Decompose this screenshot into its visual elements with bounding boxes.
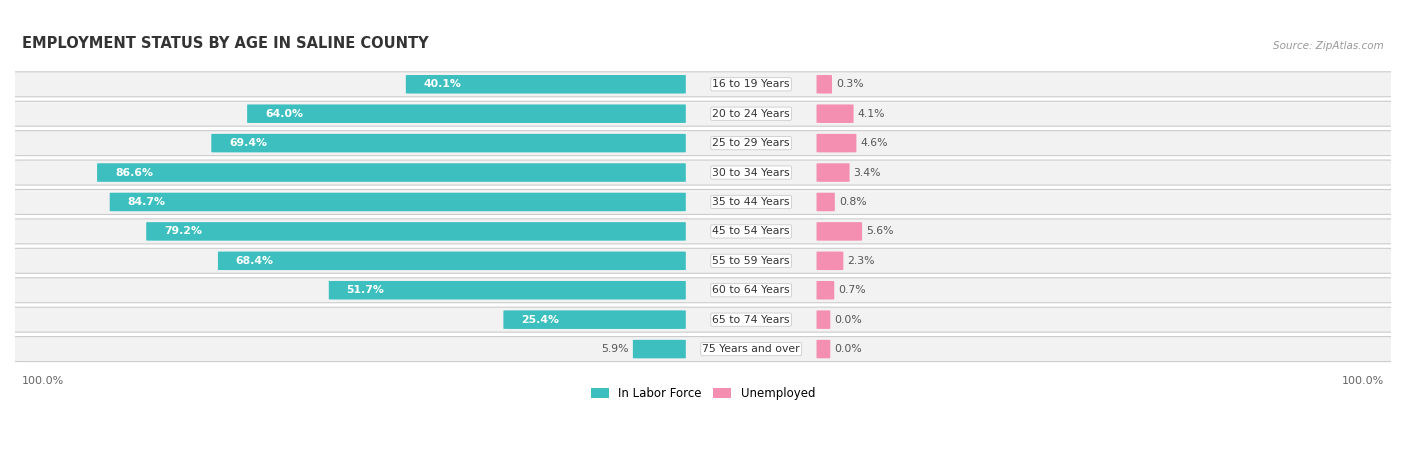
FancyBboxPatch shape: [1, 336, 1405, 362]
Text: 65 to 74 Years: 65 to 74 Years: [713, 315, 790, 325]
FancyBboxPatch shape: [817, 281, 834, 299]
FancyBboxPatch shape: [817, 193, 835, 211]
FancyBboxPatch shape: [817, 340, 831, 359]
Text: 64.0%: 64.0%: [264, 109, 304, 119]
Text: 68.4%: 68.4%: [236, 256, 274, 266]
Text: 100.0%: 100.0%: [22, 376, 65, 386]
FancyBboxPatch shape: [1, 307, 1405, 332]
Text: 5.9%: 5.9%: [602, 344, 628, 354]
FancyBboxPatch shape: [817, 134, 856, 152]
Text: 0.3%: 0.3%: [837, 79, 863, 89]
FancyBboxPatch shape: [1, 219, 1405, 244]
Text: 40.1%: 40.1%: [423, 79, 461, 89]
FancyBboxPatch shape: [247, 105, 686, 123]
FancyBboxPatch shape: [218, 252, 686, 270]
Text: 16 to 19 Years: 16 to 19 Years: [713, 79, 790, 89]
FancyBboxPatch shape: [1, 189, 1405, 215]
FancyBboxPatch shape: [1, 72, 1405, 97]
FancyBboxPatch shape: [110, 193, 686, 211]
FancyBboxPatch shape: [1, 249, 1405, 273]
Text: 3.4%: 3.4%: [853, 168, 882, 178]
Text: 25 to 29 Years: 25 to 29 Years: [713, 138, 790, 148]
Text: 75 Years and over: 75 Years and over: [703, 344, 800, 354]
FancyBboxPatch shape: [817, 252, 844, 270]
FancyBboxPatch shape: [817, 163, 849, 182]
FancyBboxPatch shape: [1, 160, 1405, 185]
Text: 0.7%: 0.7%: [838, 285, 866, 295]
Text: 84.7%: 84.7%: [128, 197, 166, 207]
Text: Source: ZipAtlas.com: Source: ZipAtlas.com: [1274, 41, 1384, 51]
Text: 86.6%: 86.6%: [115, 168, 153, 178]
FancyBboxPatch shape: [503, 310, 686, 329]
FancyBboxPatch shape: [817, 310, 831, 329]
Text: 30 to 34 Years: 30 to 34 Years: [713, 168, 790, 178]
Text: 4.6%: 4.6%: [860, 138, 889, 148]
Text: 2.3%: 2.3%: [848, 256, 875, 266]
FancyBboxPatch shape: [1, 131, 1405, 156]
Text: 0.8%: 0.8%: [839, 197, 866, 207]
FancyBboxPatch shape: [817, 105, 853, 123]
Text: 69.4%: 69.4%: [229, 138, 267, 148]
Text: 100.0%: 100.0%: [1341, 376, 1384, 386]
FancyBboxPatch shape: [1, 101, 1405, 126]
Text: 5.6%: 5.6%: [866, 226, 894, 236]
Text: 55 to 59 Years: 55 to 59 Years: [713, 256, 790, 266]
Text: EMPLOYMENT STATUS BY AGE IN SALINE COUNTY: EMPLOYMENT STATUS BY AGE IN SALINE COUNT…: [22, 37, 429, 51]
FancyBboxPatch shape: [97, 163, 686, 182]
FancyBboxPatch shape: [146, 222, 686, 241]
FancyBboxPatch shape: [633, 340, 686, 359]
Text: 25.4%: 25.4%: [522, 315, 560, 325]
Text: 79.2%: 79.2%: [165, 226, 202, 236]
Text: 20 to 24 Years: 20 to 24 Years: [713, 109, 790, 119]
Text: 0.0%: 0.0%: [834, 315, 862, 325]
Text: 35 to 44 Years: 35 to 44 Years: [713, 197, 790, 207]
FancyBboxPatch shape: [1, 278, 1405, 303]
FancyBboxPatch shape: [406, 75, 686, 93]
Text: 0.0%: 0.0%: [834, 344, 862, 354]
Text: 45 to 54 Years: 45 to 54 Years: [713, 226, 790, 236]
FancyBboxPatch shape: [817, 75, 832, 93]
Text: 4.1%: 4.1%: [858, 109, 886, 119]
FancyBboxPatch shape: [329, 281, 686, 299]
Legend: In Labor Force, Unemployed: In Labor Force, Unemployed: [586, 382, 820, 405]
Text: 60 to 64 Years: 60 to 64 Years: [713, 285, 790, 295]
FancyBboxPatch shape: [211, 134, 686, 152]
FancyBboxPatch shape: [817, 222, 862, 241]
Text: 51.7%: 51.7%: [347, 285, 385, 295]
